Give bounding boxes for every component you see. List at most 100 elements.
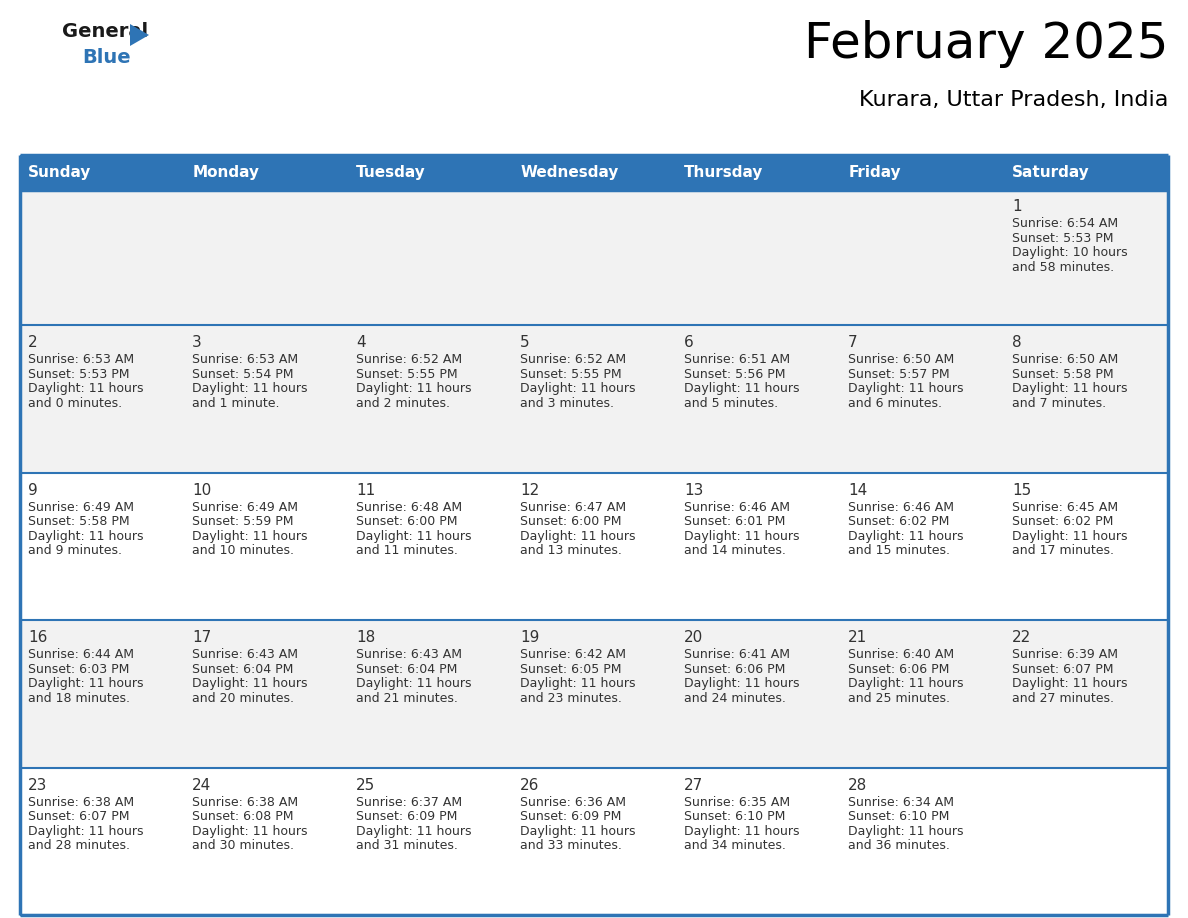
Text: Wednesday: Wednesday xyxy=(520,165,619,180)
Bar xyxy=(676,767,840,915)
Text: and 9 minutes.: and 9 minutes. xyxy=(29,544,122,557)
Bar xyxy=(512,325,676,473)
Text: Daylight: 11 hours: Daylight: 11 hours xyxy=(520,677,636,690)
Polygon shape xyxy=(129,24,148,46)
Text: 3: 3 xyxy=(192,335,202,351)
Text: Daylight: 11 hours: Daylight: 11 hours xyxy=(848,382,963,396)
Text: and 0 minutes.: and 0 minutes. xyxy=(29,397,122,409)
Text: 23: 23 xyxy=(29,778,48,793)
Text: and 21 minutes.: and 21 minutes. xyxy=(356,692,459,705)
Text: General: General xyxy=(62,22,148,41)
Text: Daylight: 11 hours: Daylight: 11 hours xyxy=(29,382,144,396)
Text: 7: 7 xyxy=(848,335,858,351)
Bar xyxy=(840,473,1004,620)
Text: Daylight: 11 hours: Daylight: 11 hours xyxy=(520,530,636,543)
Text: Daylight: 11 hours: Daylight: 11 hours xyxy=(1012,382,1127,396)
Text: Thursday: Thursday xyxy=(684,165,764,180)
Text: Daylight: 11 hours: Daylight: 11 hours xyxy=(848,677,963,690)
Text: and 24 minutes.: and 24 minutes. xyxy=(684,692,786,705)
Text: Sunset: 6:06 PM: Sunset: 6:06 PM xyxy=(848,663,949,676)
Text: and 30 minutes.: and 30 minutes. xyxy=(192,839,295,852)
Bar xyxy=(184,473,348,620)
Text: Sunrise: 6:46 AM: Sunrise: 6:46 AM xyxy=(848,501,954,514)
Text: and 28 minutes.: and 28 minutes. xyxy=(29,839,131,852)
Text: Daylight: 11 hours: Daylight: 11 hours xyxy=(29,825,144,838)
Bar xyxy=(1004,473,1168,620)
Text: Sunset: 6:09 PM: Sunset: 6:09 PM xyxy=(520,811,621,823)
Bar xyxy=(512,767,676,915)
Text: 22: 22 xyxy=(1012,631,1031,645)
Bar xyxy=(512,473,676,620)
Text: 25: 25 xyxy=(356,778,375,793)
Bar xyxy=(512,190,676,325)
Bar xyxy=(512,620,676,767)
Text: 14: 14 xyxy=(848,483,867,498)
Text: Sunrise: 6:49 AM: Sunrise: 6:49 AM xyxy=(192,501,298,514)
Text: Daylight: 11 hours: Daylight: 11 hours xyxy=(1012,530,1127,543)
Bar xyxy=(184,155,348,190)
Text: Daylight: 11 hours: Daylight: 11 hours xyxy=(192,382,308,396)
Text: and 11 minutes.: and 11 minutes. xyxy=(356,544,459,557)
Text: 5: 5 xyxy=(520,335,530,351)
Bar xyxy=(348,473,512,620)
Text: Sunrise: 6:36 AM: Sunrise: 6:36 AM xyxy=(520,796,626,809)
Text: 2: 2 xyxy=(29,335,38,351)
Bar xyxy=(676,155,840,190)
Text: Daylight: 11 hours: Daylight: 11 hours xyxy=(1012,677,1127,690)
Text: and 36 minutes.: and 36 minutes. xyxy=(848,839,950,852)
Text: 4: 4 xyxy=(356,335,366,351)
Bar xyxy=(1004,190,1168,325)
Text: Daylight: 11 hours: Daylight: 11 hours xyxy=(356,382,472,396)
Text: Sunset: 6:03 PM: Sunset: 6:03 PM xyxy=(29,663,129,676)
Text: 18: 18 xyxy=(356,631,375,645)
Bar xyxy=(1004,767,1168,915)
Bar xyxy=(676,325,840,473)
Text: 10: 10 xyxy=(192,483,211,498)
Text: Sunrise: 6:52 AM: Sunrise: 6:52 AM xyxy=(356,353,462,366)
Text: 12: 12 xyxy=(520,483,539,498)
Text: Sunrise: 6:35 AM: Sunrise: 6:35 AM xyxy=(684,796,790,809)
Text: 9: 9 xyxy=(29,483,38,498)
Text: Daylight: 11 hours: Daylight: 11 hours xyxy=(848,530,963,543)
Text: Daylight: 11 hours: Daylight: 11 hours xyxy=(356,825,472,838)
Bar xyxy=(348,190,512,325)
Text: and 25 minutes.: and 25 minutes. xyxy=(848,692,950,705)
Text: and 31 minutes.: and 31 minutes. xyxy=(356,839,459,852)
Text: Tuesday: Tuesday xyxy=(356,165,426,180)
Text: and 7 minutes.: and 7 minutes. xyxy=(1012,397,1106,409)
Text: Sunrise: 6:51 AM: Sunrise: 6:51 AM xyxy=(684,353,790,366)
Text: Daylight: 11 hours: Daylight: 11 hours xyxy=(520,825,636,838)
Text: 13: 13 xyxy=(684,483,703,498)
Text: Kurara, Uttar Pradesh, India: Kurara, Uttar Pradesh, India xyxy=(859,90,1168,110)
Bar xyxy=(840,155,1004,190)
Text: Sunrise: 6:39 AM: Sunrise: 6:39 AM xyxy=(1012,648,1118,661)
Text: Sunset: 5:58 PM: Sunset: 5:58 PM xyxy=(1012,368,1114,381)
Text: and 33 minutes.: and 33 minutes. xyxy=(520,839,623,852)
Bar xyxy=(348,325,512,473)
Text: Sunset: 6:04 PM: Sunset: 6:04 PM xyxy=(356,663,457,676)
Text: and 34 minutes.: and 34 minutes. xyxy=(684,839,786,852)
Text: 19: 19 xyxy=(520,631,539,645)
Text: Daylight: 11 hours: Daylight: 11 hours xyxy=(684,677,800,690)
Text: and 14 minutes.: and 14 minutes. xyxy=(684,544,786,557)
Text: Sunset: 6:07 PM: Sunset: 6:07 PM xyxy=(29,811,129,823)
Text: Daylight: 11 hours: Daylight: 11 hours xyxy=(684,825,800,838)
Text: Sunset: 5:55 PM: Sunset: 5:55 PM xyxy=(520,368,621,381)
Text: Sunset: 5:58 PM: Sunset: 5:58 PM xyxy=(29,515,129,529)
Text: Daylight: 11 hours: Daylight: 11 hours xyxy=(684,382,800,396)
Bar xyxy=(1004,325,1168,473)
Text: and 27 minutes.: and 27 minutes. xyxy=(1012,692,1114,705)
Text: 11: 11 xyxy=(356,483,375,498)
Text: Sunrise: 6:48 AM: Sunrise: 6:48 AM xyxy=(356,501,462,514)
Text: Sunrise: 6:43 AM: Sunrise: 6:43 AM xyxy=(356,648,462,661)
Text: 6: 6 xyxy=(684,335,694,351)
Text: and 6 minutes.: and 6 minutes. xyxy=(848,397,942,409)
Text: Sunset: 6:06 PM: Sunset: 6:06 PM xyxy=(684,663,785,676)
Text: 27: 27 xyxy=(684,778,703,793)
Text: Daylight: 11 hours: Daylight: 11 hours xyxy=(192,677,308,690)
Bar xyxy=(840,325,1004,473)
Text: Sunset: 6:02 PM: Sunset: 6:02 PM xyxy=(1012,515,1113,529)
Text: Sunset: 6:05 PM: Sunset: 6:05 PM xyxy=(520,663,621,676)
Text: Sunset: 6:01 PM: Sunset: 6:01 PM xyxy=(684,515,785,529)
Text: Daylight: 11 hours: Daylight: 11 hours xyxy=(356,530,472,543)
